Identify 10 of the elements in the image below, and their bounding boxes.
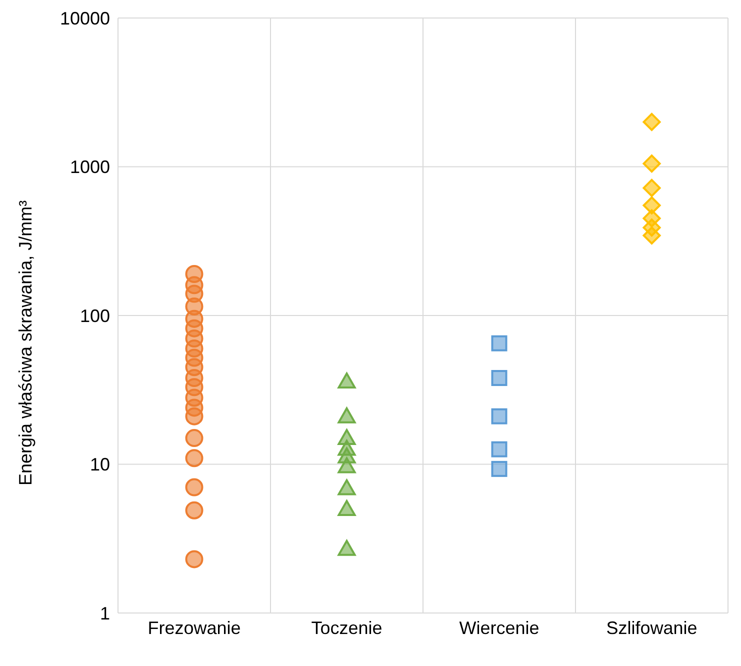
x-tick-label: Szlifowanie	[606, 618, 698, 638]
x-tick-label: Wiercenie	[459, 618, 540, 638]
y-tick-label: 10000	[60, 8, 110, 28]
y-tick-label: 100	[80, 306, 110, 326]
y-axis-title: Energia właściwa skrawania, J/mm³	[15, 200, 36, 486]
x-tick-label: Toczenie	[311, 618, 382, 638]
x-tick-label: Frezowanie	[148, 618, 241, 638]
y-tick-label: 1000	[70, 157, 110, 178]
y-tick-label: 10	[90, 454, 110, 475]
y-tick-label: 1	[100, 603, 110, 624]
